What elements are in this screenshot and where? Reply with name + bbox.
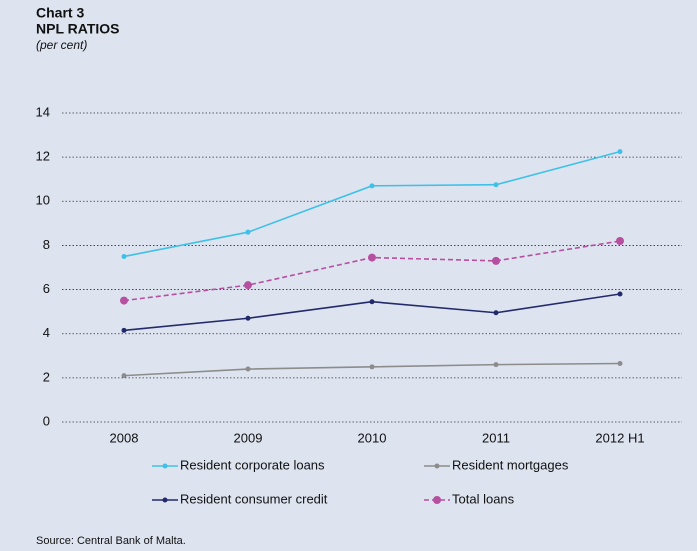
data-point	[121, 327, 127, 333]
data-point	[245, 366, 251, 372]
chart-label: Chart 3	[36, 5, 84, 21]
y-tick-label: 10	[36, 193, 50, 208]
chart-subtitle: (per cent)	[36, 38, 87, 52]
legend-marker	[434, 463, 440, 469]
y-tick-label: 0	[43, 413, 50, 428]
data-point	[245, 315, 251, 321]
legend-label: Resident mortgages	[452, 457, 569, 472]
data-point	[121, 373, 127, 379]
data-point	[120, 296, 128, 305]
y-tick-label: 8	[43, 237, 50, 252]
chart-title: NPL RATIOS	[36, 21, 120, 37]
data-point	[245, 229, 251, 235]
source-note: Source: Central Bank of Malta.	[36, 535, 186, 547]
x-tick-label: 2010	[358, 430, 387, 445]
data-point	[493, 182, 499, 188]
data-point	[492, 256, 500, 265]
data-point	[121, 253, 127, 259]
data-point	[617, 291, 623, 297]
data-point	[244, 281, 252, 290]
legend-marker	[433, 496, 441, 504]
data-point	[369, 364, 375, 370]
data-point	[369, 183, 375, 189]
data-point	[616, 237, 624, 246]
legend-marker	[162, 497, 168, 503]
data-point	[493, 310, 499, 316]
y-tick-label: 2	[43, 369, 50, 384]
data-point	[369, 299, 375, 305]
y-tick-label: 14	[36, 104, 50, 119]
y-tick-label: 12	[36, 149, 50, 164]
x-tick-label: 2008	[110, 430, 139, 445]
data-point	[617, 361, 623, 367]
series-line	[123, 150, 621, 258]
legend-marker	[162, 463, 168, 469]
series-line	[123, 240, 621, 302]
legend-label: Resident consumer credit	[180, 491, 328, 506]
x-tick-label: 2012 H1	[595, 430, 644, 445]
x-tick-label: 2011	[482, 430, 510, 445]
x-tick-label: 2009	[234, 430, 263, 445]
data-point	[368, 253, 376, 262]
y-tick-label: 6	[43, 281, 50, 296]
data-point	[493, 362, 499, 368]
data-point	[617, 149, 623, 155]
legend-label: Total loans	[452, 491, 515, 506]
legend-label: Resident corporate loans	[180, 457, 325, 472]
y-tick-label: 4	[43, 325, 50, 340]
